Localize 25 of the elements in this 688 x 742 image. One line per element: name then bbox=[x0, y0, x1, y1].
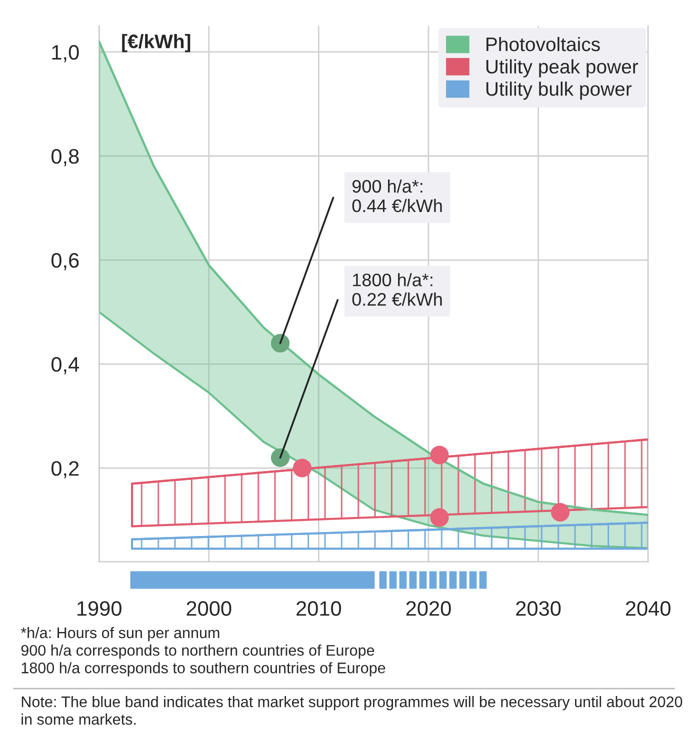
x-tick-label: 2030 bbox=[516, 601, 561, 616]
x-tick-label: 2000 bbox=[186, 601, 232, 616]
y-tick-label: 0,2 bbox=[51, 461, 79, 478]
point bbox=[430, 508, 449, 527]
x-tick-label: 2020 bbox=[406, 601, 451, 616]
x-tick-label: 1990 bbox=[77, 601, 122, 616]
point bbox=[550, 502, 570, 522]
point bbox=[270, 448, 290, 467]
y-tick-label: 0,4 bbox=[51, 357, 80, 374]
x-tick-label: 2010 bbox=[296, 601, 342, 616]
legend-label: Utility bulk power bbox=[486, 82, 632, 100]
y-tick-label: 0,6 bbox=[51, 253, 79, 270]
point bbox=[292, 458, 312, 478]
annotation: 900 h/a*: 0.44 €/kWh bbox=[352, 179, 442, 212]
text: Note: The blue band indicates that market support programmes will be necessary until about 2020 in some markets. bbox=[22, 696, 682, 725]
y-axis-title: [€/kWh] bbox=[122, 34, 190, 52]
text: *h/a: Hours of sun per annum 900 h/a corresponds to northern countries of Europe 1800 h/a corresponds to southern countries of Europe bbox=[20, 626, 386, 676]
legend-label: Utility peak power bbox=[486, 59, 638, 78]
y-tick-label: 0,8 bbox=[51, 149, 79, 166]
y-tick-label: 1,0 bbox=[52, 44, 79, 62]
annotation: 1800 h/a*: 0.22 €/kWh bbox=[352, 273, 442, 306]
point bbox=[430, 446, 449, 464]
x-tick-label: 2040 bbox=[626, 601, 670, 616]
legend-label: Photovoltaics bbox=[486, 36, 600, 52]
point bbox=[270, 334, 290, 353]
